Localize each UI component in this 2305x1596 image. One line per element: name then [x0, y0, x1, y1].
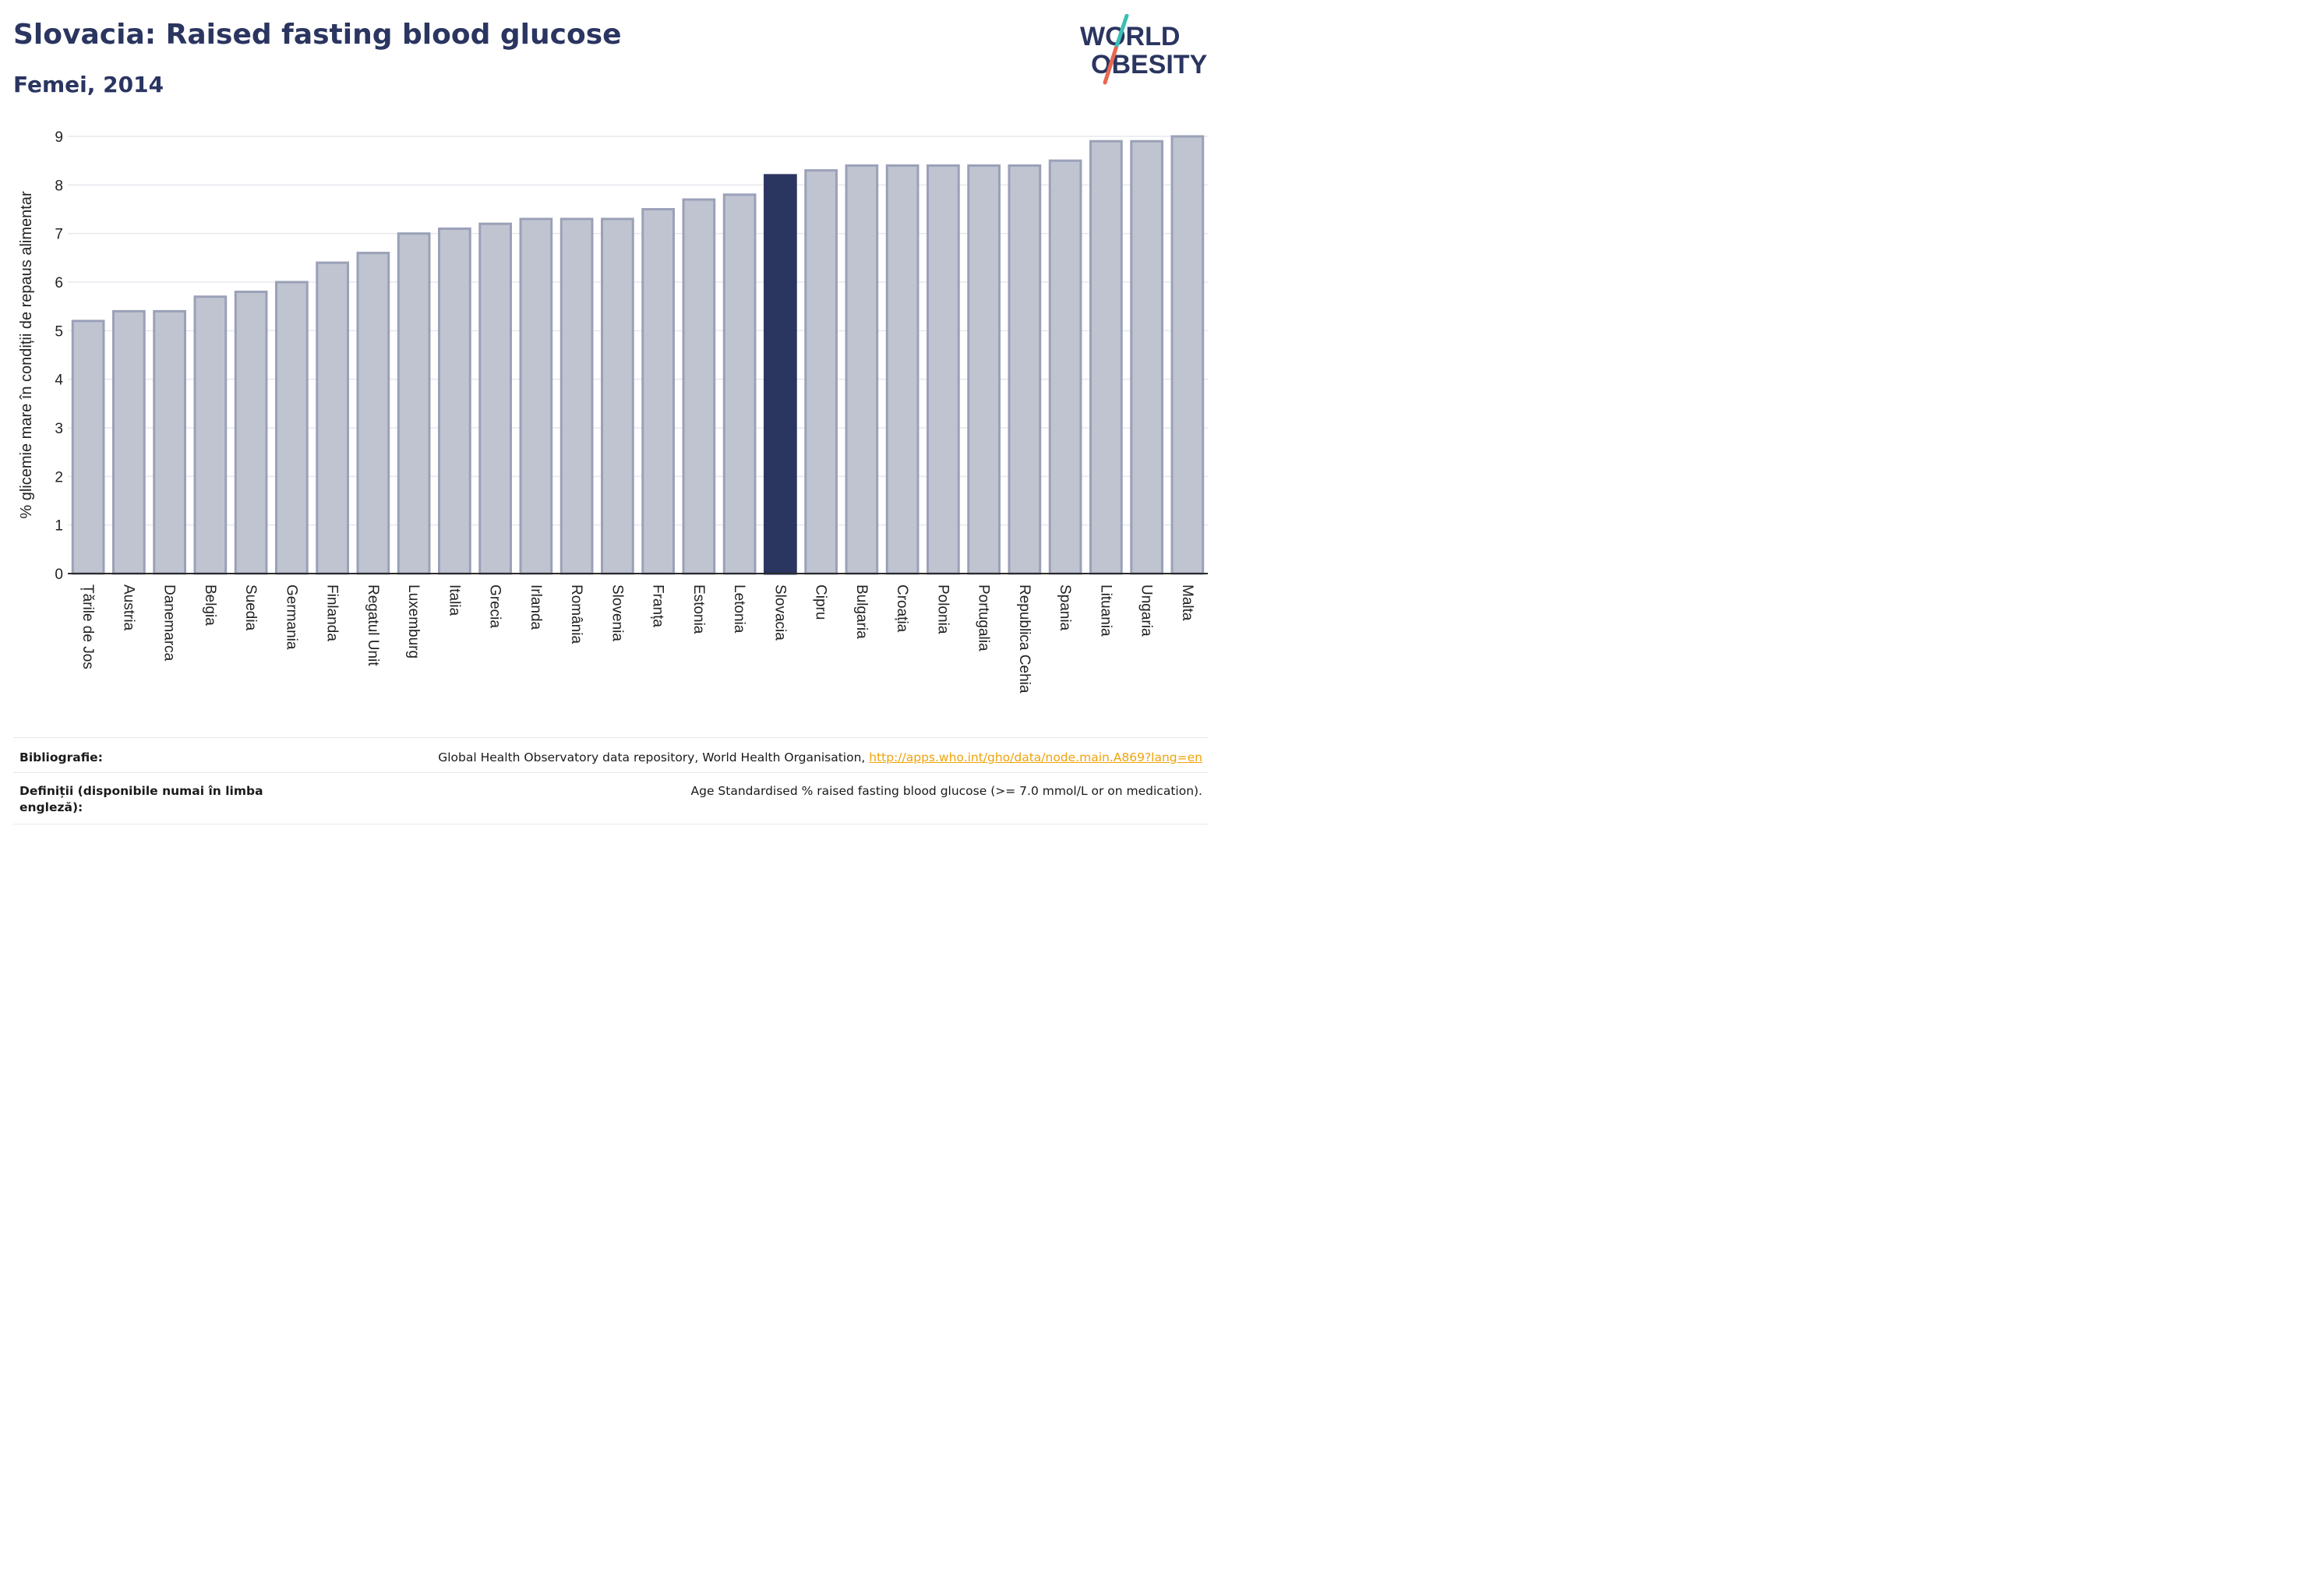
y-tick-label: 7 — [55, 227, 63, 243]
bar-italia[interactable] — [438, 227, 471, 575]
bar-lituania[interactable] — [1089, 139, 1123, 575]
bar-estonia[interactable] — [682, 198, 716, 575]
x-tick-label: Austria — [120, 584, 136, 631]
bar-cipru[interactable] — [804, 169, 838, 575]
x-tick-label: Croația — [894, 584, 910, 633]
bar-țările-de-jos[interactable] — [71, 320, 105, 575]
x-tick-label: Irlanda — [528, 584, 544, 630]
bar-malta[interactable] — [1170, 135, 1205, 575]
chart-title: Slovacia: Raised fasting blood glucose — [13, 19, 622, 51]
footer-separator-middle — [13, 772, 1209, 773]
y-tick-label: 3 — [55, 421, 63, 437]
x-tick-label: Slovenia — [609, 584, 625, 641]
bar-danemarca[interactable] — [153, 309, 186, 575]
bibliography-text: Global Health Observatory data repositor… — [438, 750, 870, 764]
y-tick-label: 4 — [55, 373, 63, 389]
bar-polonia[interactable] — [927, 164, 960, 575]
x-tick-label: Grecia — [487, 584, 503, 628]
y-tick-label: 9 — [55, 129, 63, 146]
x-tick-label: Țările de Jos — [79, 584, 96, 669]
bar-slovenia[interactable] — [601, 217, 634, 575]
y-axis-label: % glicemie mare în condiții de repaus al… — [18, 191, 35, 519]
bar-suedia[interactable] — [234, 290, 268, 575]
y-tick-label: 5 — [55, 323, 63, 340]
bar-austria[interactable] — [112, 309, 146, 575]
logo-text-world: WORLD — [1080, 22, 1180, 51]
bar-franța[interactable] — [641, 208, 675, 575]
definitions-label: Definiții (disponibile numai în limba en… — [19, 784, 263, 814]
bar-croația[interactable] — [885, 164, 920, 575]
x-tick-label: Republica Cehia — [1016, 584, 1032, 694]
x-tick-label: Ungaria — [1138, 584, 1155, 637]
definitions-value: Age Standardised % raised fasting blood … — [690, 784, 1203, 798]
x-tick-label: Cipru — [813, 584, 829, 620]
bar-belgia[interactable] — [193, 295, 228, 575]
bar-republica-cehia[interactable] — [1008, 164, 1042, 575]
x-tick-label: Franța — [650, 584, 666, 627]
x-tick-label: Suedia — [242, 584, 259, 631]
x-tick-label: Italia — [446, 584, 462, 616]
bar-letonia[interactable] — [722, 193, 757, 575]
x-tick-label: Letonia — [731, 584, 747, 634]
bar-bulgaria[interactable] — [845, 164, 879, 575]
x-tick-label: Portugalia — [976, 584, 992, 651]
bar-spania[interactable] — [1048, 159, 1082, 575]
footer-separator-top — [13, 737, 1209, 738]
bar-românia[interactable] — [559, 217, 594, 575]
logo-slash-top — [1114, 14, 1129, 51]
axes: 0 1 2 3 4 5 6 7 8 9 Țările de Jos Austria Danemarca B… — [55, 129, 1208, 694]
x-tick-label: Belgia — [202, 584, 218, 626]
x-tick-label: Lituania — [1097, 584, 1114, 637]
y-tick-label: 2 — [55, 469, 63, 486]
bar-portugalia[interactable] — [967, 164, 1001, 575]
bar-slovacia[interactable] — [764, 174, 797, 575]
x-tick-label: Germania — [283, 584, 299, 650]
x-tick-label: Estonia — [690, 584, 707, 634]
bibliography-link[interactable]: http://apps.who.int/gho/data/node.main.A… — [869, 750, 1202, 764]
logo-slash-bottom — [1103, 46, 1118, 85]
x-tick-label: Malta — [1179, 584, 1195, 621]
bars — [71, 135, 1205, 575]
y-tick-label: 8 — [55, 178, 63, 194]
bar-germania[interactable] — [275, 281, 309, 575]
x-tick-label: România — [568, 584, 584, 644]
bar-regatul-unit[interactable] — [356, 252, 390, 575]
bar-finlanda[interactable] — [316, 261, 349, 575]
bar-irlanda[interactable] — [519, 217, 553, 575]
world-obesity-logo: WORLD OBESITY — [1080, 14, 1208, 85]
x-tick-label: Regatul Unit — [365, 584, 381, 666]
bar-chart: 0 1 2 3 4 5 6 7 8 9 Țările de Jos Austria Danemarca B… — [18, 129, 1208, 694]
x-tick-label: Danemarca — [161, 584, 178, 662]
bar-grecia[interactable] — [478, 222, 512, 575]
x-tick-label: Luxemburg — [405, 584, 422, 659]
y-tick-label: 1 — [55, 518, 63, 535]
y-tick-label: 0 — [55, 567, 63, 583]
x-tick-label: Finlanda — [324, 584, 341, 641]
bar-ungaria[interactable] — [1130, 139, 1163, 575]
bar-luxemburg[interactable] — [397, 232, 431, 575]
chart-subtitle: Femei, 2014 — [13, 72, 164, 97]
x-tick-label: Bulgaria — [853, 584, 870, 639]
x-tick-label: Polonia — [934, 584, 951, 634]
bibliography-label: Bibliografie: — [19, 750, 103, 764]
y-tick-label: 6 — [55, 275, 63, 291]
x-tick-label: Spania — [1057, 584, 1073, 631]
x-tick-label: Slovacia — [771, 584, 788, 641]
bibliography-value: Global Health Observatory data repositor… — [438, 750, 1202, 766]
